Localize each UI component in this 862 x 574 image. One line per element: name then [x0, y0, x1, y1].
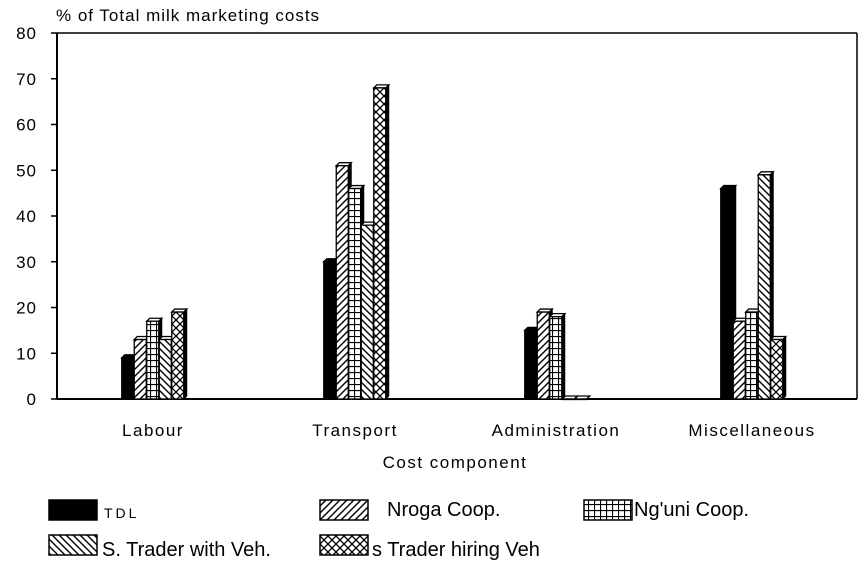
legend-item: Nroga Coop. [319, 499, 500, 521]
bar-front-face [348, 187, 362, 400]
legend-swatch [48, 534, 98, 556]
bar-front-face [121, 357, 135, 400]
y-tick-label: 80 [16, 24, 37, 43]
bar-front-face [323, 261, 337, 400]
bar-front-face [732, 320, 746, 400]
legend-label: Ng'uni Coop. [634, 499, 749, 521]
bar-front-face [524, 329, 538, 400]
x-axis-label: Cost component [383, 453, 528, 472]
bar-front-face [158, 338, 172, 400]
bar-front-face [770, 338, 784, 400]
bar-front-face [133, 338, 147, 400]
bar-front-face [757, 174, 771, 400]
legend-label: S. Trader with Veh. [102, 539, 271, 561]
legend-item: S. Trader with Veh. [48, 534, 271, 561]
y-tick-label: 60 [16, 116, 37, 135]
bar-front-face [536, 311, 550, 400]
bar [170, 307, 189, 401]
legend-item: s Trader hiring Veh [319, 534, 540, 561]
legend-swatch [48, 499, 98, 521]
legend-swatch [319, 499, 369, 521]
y-tick-label: 40 [16, 207, 37, 226]
y-tick-label: 30 [16, 253, 37, 272]
bar-front-face [745, 311, 759, 400]
bar-front-face [549, 315, 563, 400]
legend-label: s Trader hiring Veh [372, 539, 540, 561]
bar-front-face [360, 224, 374, 400]
y-tick-label: 50 [16, 161, 37, 180]
bar-front-face [561, 398, 575, 401]
x-axis-ticks: Labour Transport Administration Miscellaneo… [122, 421, 815, 440]
bar-front-face [373, 87, 387, 400]
y-tick-label: 70 [16, 70, 37, 89]
bar [756, 170, 775, 401]
x-tick-label: Transport [312, 421, 398, 440]
bar [769, 335, 788, 401]
y-tick-label: 20 [16, 299, 37, 318]
y-axis-ticks: 0 10 20 30 40 50 60 70 80 [16, 24, 57, 409]
legend-label: Nroga Coop. [387, 499, 500, 521]
x-tick-label: Administration [492, 421, 621, 440]
legend-swatch [583, 499, 633, 521]
bar [573, 395, 592, 401]
bar [372, 83, 391, 401]
x-tick-label: Miscellaneous [688, 421, 815, 440]
y-axis-label: % of Total milk marketing costs [56, 6, 320, 25]
legend: TDL Nroga Coop. Ng'uni Coop. S. Trader with… [48, 499, 749, 561]
y-tick-label: 10 [16, 344, 37, 363]
bar-side-face [586, 395, 591, 400]
bar-front-face [146, 320, 160, 400]
bars [120, 83, 788, 401]
legend-swatch [319, 534, 369, 556]
legend-item: TDL [48, 499, 139, 521]
bar-front-face [574, 398, 588, 401]
bar [548, 312, 567, 401]
legend-item: Ng'uni Coop. [583, 499, 749, 521]
bar-front-face [171, 311, 185, 400]
bar-front-face [720, 187, 734, 400]
x-tick-label: Labour [122, 421, 184, 440]
legend-label: TDL [104, 505, 139, 521]
bar-front-face [335, 165, 349, 400]
y-tick-label: 0 [27, 390, 37, 409]
